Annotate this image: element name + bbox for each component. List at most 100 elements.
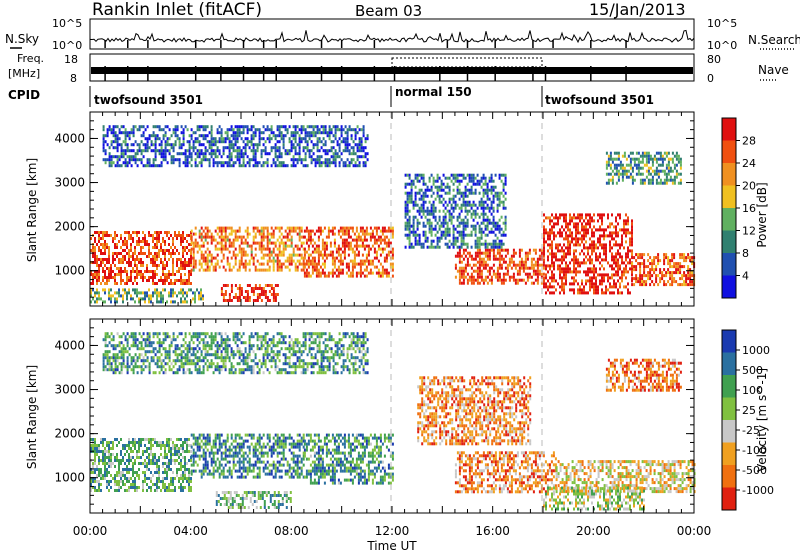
heatmap-cell: [272, 262, 275, 266]
heatmap-cell: [593, 240, 595, 244]
heatmap-cell: [482, 218, 485, 222]
heatmap-cell: [315, 271, 318, 275]
heatmap-cell: [102, 237, 104, 240]
heatmap-cell: [607, 172, 610, 176]
heatmap-cell: [194, 238, 197, 242]
heatmap-cell: [182, 237, 184, 240]
heatmap-cell: [202, 125, 205, 129]
heatmap-cell: [132, 240, 134, 243]
heatmap-cell: [605, 181, 608, 185]
heatmap-cell: [591, 246, 593, 250]
heatmap-cell: [250, 125, 253, 129]
heatmap-cell: [549, 285, 551, 289]
heatmap-cell: [276, 128, 279, 132]
heatmap-cell: [543, 276, 545, 280]
heatmap-cell: [178, 146, 181, 150]
heatmap-cell: [176, 152, 179, 156]
heatmap-cell: [422, 176, 425, 180]
heatmap-cell: [639, 172, 642, 176]
heatmap-cell: [315, 265, 318, 269]
heatmap-cell: [104, 462, 106, 465]
heatmap-cell: [585, 282, 587, 286]
heatmap-cell: [188, 149, 191, 153]
heatmap-cell: [430, 221, 433, 225]
heatmap-cell: [349, 271, 352, 275]
heatmap-cell: [307, 244, 310, 248]
heatmap-cell: [156, 149, 159, 153]
heatmap-cell: [422, 179, 425, 183]
heatmap-cell: [583, 285, 585, 289]
heatmap-cell: [254, 226, 257, 230]
heatmap-cell: [538, 263, 541, 267]
heatmap-cell: [305, 238, 308, 242]
heatmap-cell: [106, 444, 108, 447]
heatmap-cell: [414, 191, 417, 195]
heatmap-cell: [134, 258, 136, 261]
heatmap-cell: [252, 293, 255, 296]
heatmap-cell: [651, 262, 654, 266]
heatmap-cell: [422, 200, 425, 204]
heatmap-cell: [669, 277, 672, 281]
heatmap-cell: [307, 262, 310, 266]
heatmap-cell: [146, 255, 148, 258]
heatmap-cell: [647, 253, 650, 257]
heatmap-cell: [362, 134, 365, 138]
heatmap-cell: [96, 264, 98, 267]
heatmap-cell: [226, 161, 229, 165]
heatmap-cell: [96, 444, 98, 447]
heatmap-cell: [472, 212, 475, 216]
heatmap-cell: [627, 222, 629, 226]
heatmap-cell: [92, 255, 94, 258]
heatmap-cell: [575, 270, 577, 274]
heatmap-cell: [303, 274, 306, 278]
heatmap-cell: [486, 221, 489, 225]
heatmap-cell: [655, 181, 658, 185]
heatmap-cell: [685, 283, 688, 287]
heatmap-cell: [276, 125, 279, 129]
heatmap-cell: [655, 178, 658, 182]
heatmap-cell: [410, 185, 413, 189]
heatmap-cell: [412, 233, 415, 237]
heatmap-cell: [270, 232, 273, 236]
heatmap-cell: [270, 241, 273, 245]
heatmap-cell: [424, 239, 427, 243]
heatmap-cell: [288, 152, 291, 156]
heatmap-cell: [414, 194, 417, 198]
heatmap-cell: [126, 240, 128, 243]
heatmap-cell: [340, 158, 343, 162]
heatmap-cell: [98, 240, 100, 243]
heatmap-cell: [569, 213, 571, 217]
heatmap-cell: [134, 246, 136, 249]
heatmap-cell: [280, 238, 283, 242]
heatmap-cell: [162, 282, 164, 285]
heatmap-cell: [256, 299, 259, 302]
heatmap-cell: [482, 206, 485, 210]
heatmap-cell: [508, 275, 511, 279]
heatmap-cell: [367, 244, 370, 248]
heatmap-cell: [352, 158, 355, 162]
heatmap-cell: [559, 270, 561, 274]
heatmap-cell: [136, 288, 138, 292]
heatmap-cell: [625, 219, 627, 223]
heatmap-cell: [138, 291, 140, 295]
heatmap-cell: [474, 233, 477, 237]
heatmap-cell: [365, 259, 368, 263]
heatmap-cell: [204, 137, 207, 141]
heatmap-cell: [345, 229, 348, 233]
heatmap-cell: [391, 250, 394, 254]
heatmap-cell: [474, 209, 477, 213]
heatmap-cell: [474, 224, 477, 228]
heatmap-cell: [341, 241, 344, 245]
heatmap-cell: [130, 237, 132, 240]
heatmap-cell: [282, 125, 285, 129]
heatmap-cell: [466, 245, 469, 249]
heatmap-cell: [551, 231, 553, 235]
heatmap-cell: [238, 265, 241, 269]
heatmap-cell: [322, 128, 325, 132]
heatmap-cell: [108, 480, 110, 483]
heatmap-cell: [319, 274, 322, 278]
heatmap-cell: [416, 218, 419, 222]
heatmap-cell: [553, 279, 555, 283]
heatmap-cell: [581, 240, 583, 244]
heatmap-cell: [244, 265, 247, 269]
